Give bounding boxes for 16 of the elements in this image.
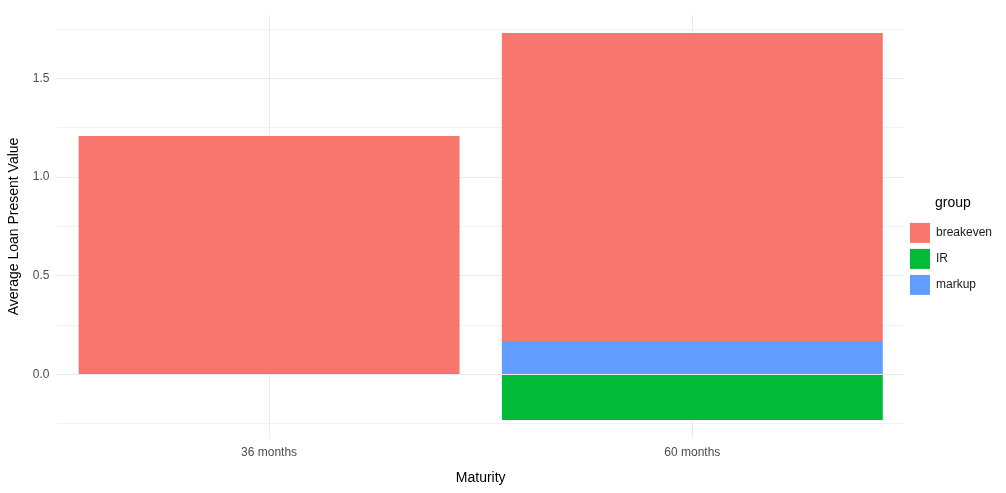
x-axis-title: Maturity bbox=[455, 469, 506, 486]
x-tick-label: 36 months bbox=[241, 445, 298, 460]
y-tick-label: 0.0 bbox=[32, 366, 50, 381]
x-tick-label: 60 months bbox=[664, 445, 721, 460]
legend-title: group bbox=[935, 193, 972, 210]
y-axis-title: Average Loan Present Value bbox=[5, 137, 22, 316]
bar bbox=[501, 341, 883, 375]
bar bbox=[501, 32, 883, 342]
legend-label: markup bbox=[935, 277, 977, 292]
legend-label: breakeven bbox=[935, 225, 993, 240]
y-tick-label: 0.5 bbox=[32, 268, 50, 283]
legend-label: IR bbox=[935, 251, 949, 266]
y-tick-label: 1.0 bbox=[32, 169, 50, 184]
bar bbox=[78, 136, 460, 374]
y-tick-label: 1.5 bbox=[32, 70, 50, 85]
bar bbox=[501, 375, 883, 421]
